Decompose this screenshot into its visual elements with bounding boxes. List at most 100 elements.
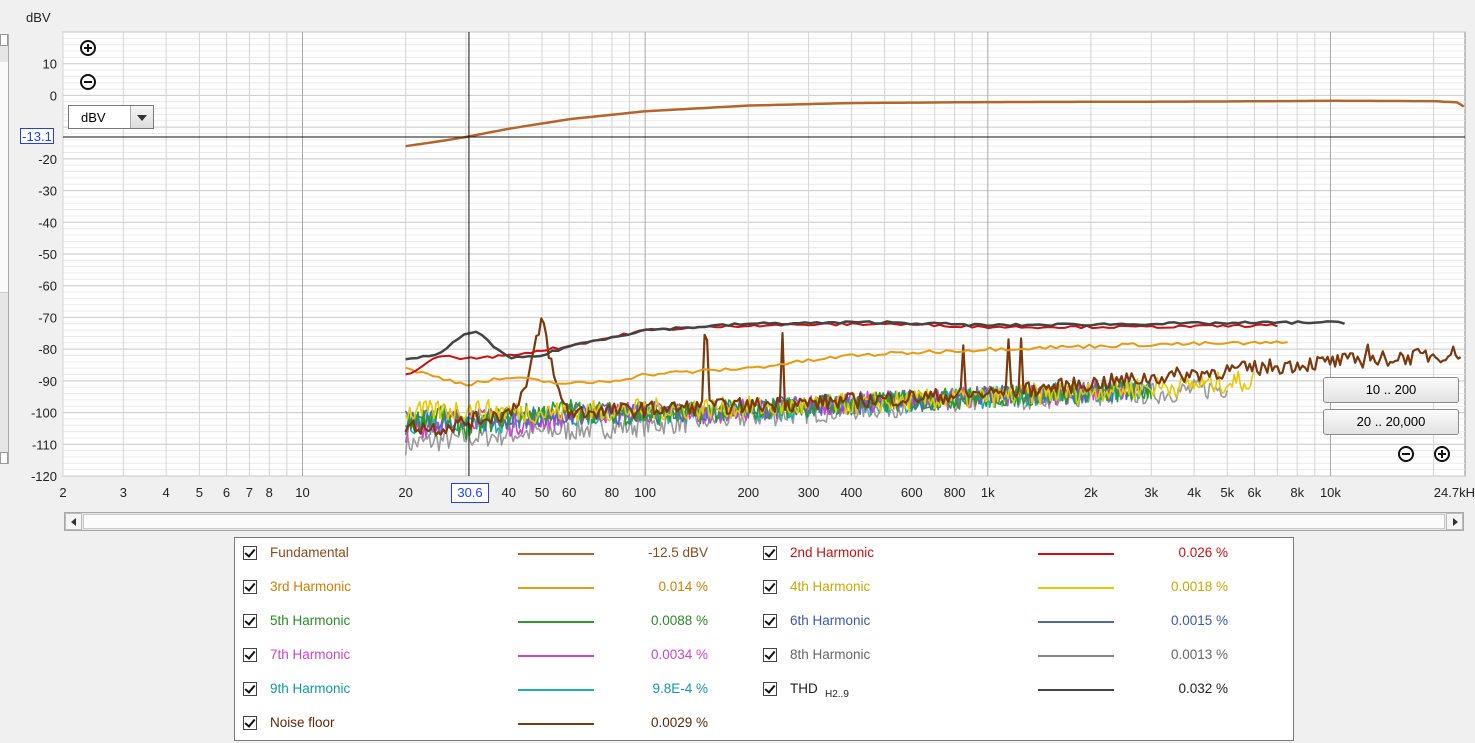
y-tick-label: -100 xyxy=(31,406,57,421)
legend-item-value: 0.0088 % xyxy=(650,613,708,628)
legend-item-name: 4th Harmonic xyxy=(790,579,871,594)
legend-item: 4th Harmonic 0.0018 % xyxy=(763,578,1283,602)
legend-swatch-line xyxy=(518,723,594,725)
legend-swatch-line xyxy=(1038,553,1114,555)
legend-item-name: 8th Harmonic xyxy=(790,647,871,662)
y-tick-label: -50 xyxy=(38,247,57,262)
x-tick-label: 800 xyxy=(944,485,966,500)
zoom-in-icon[interactable] xyxy=(80,40,96,56)
legend-item-value: 0.014 % xyxy=(658,579,708,594)
legend-item-value: 9.8E-4 % xyxy=(652,681,708,696)
legend-item-name: 3rd Harmonic xyxy=(270,579,352,594)
y-tick-label: -90 xyxy=(38,374,57,389)
legend-item: 2nd Harmonic 0.026 % xyxy=(763,544,1283,568)
range-20-20000-button[interactable]: 20 .. 20,000 xyxy=(1323,409,1459,435)
x-tick-label: 80 xyxy=(605,485,619,500)
y-tick-label: -60 xyxy=(38,279,57,294)
legend-checkbox[interactable] xyxy=(763,682,777,696)
x-tick-label: 200 xyxy=(737,485,759,500)
x-tick-label: 400 xyxy=(841,485,863,500)
distortion-chart[interactable]: 100-20-30-40-50-60-70-80-90-100-110-120d… xyxy=(0,0,1475,510)
y-tick-label: -80 xyxy=(38,342,57,357)
legend-checkbox[interactable] xyxy=(243,648,257,662)
x-tick-label: 4 xyxy=(163,485,170,500)
series-line-fundamental xyxy=(405,99,1465,148)
horizontal-scrollbar[interactable] xyxy=(64,512,1464,531)
legend-checkbox[interactable] xyxy=(243,546,257,560)
legend-item-value: 0.0029 % xyxy=(650,715,708,730)
legend-swatch-line xyxy=(518,655,594,657)
x-tick-label: 2k xyxy=(1084,485,1098,500)
legend-item-name: 5th Harmonic xyxy=(270,613,351,628)
left-panel-scroll-area[interactable] xyxy=(0,62,8,293)
cursor-x-readout: 30.6 xyxy=(451,483,489,503)
x-tick-label: 24.7kH xyxy=(1434,485,1475,500)
legend-item: 8th Harmonic 0.0013 % xyxy=(763,646,1283,670)
x-tick-label: 8k xyxy=(1290,485,1304,500)
legend-item-value: 0.026 % xyxy=(1178,545,1228,560)
y-unit-select[interactable]: dBV xyxy=(68,105,154,129)
legend-swatch-line xyxy=(518,689,594,691)
y-unit-select-value: dBV xyxy=(81,110,106,125)
legend-swatch-line xyxy=(1038,689,1114,691)
x-tick-label: 10k xyxy=(1320,485,1341,500)
y-tick-label: 0 xyxy=(50,88,57,103)
legend-item: 7th Harmonic 0.0034 % xyxy=(243,646,763,670)
legend-item-name: 9th Harmonic xyxy=(270,681,351,696)
legend-swatch-line xyxy=(518,621,594,623)
x-tick-label: 8 xyxy=(266,485,273,500)
y-tick-label: -120 xyxy=(31,469,57,484)
legend-item: 6th Harmonic 0.0015 % xyxy=(763,612,1283,636)
x-tick-label: 60 xyxy=(562,485,576,500)
zoom-out-icon-x[interactable] xyxy=(1398,446,1414,462)
legend-item: 9th Harmonic 9.8E-4 % xyxy=(243,680,763,704)
zoom-out-icon[interactable] xyxy=(80,74,96,90)
y-axis-unit-label: dBV xyxy=(26,10,51,25)
range-10-200-button[interactable]: 10 .. 200 xyxy=(1323,377,1459,403)
left-panel-edge xyxy=(0,34,9,464)
scroll-right-icon[interactable] xyxy=(1446,513,1463,530)
x-tick-label: 10 xyxy=(295,485,309,500)
legend-swatch-line xyxy=(518,587,594,589)
x-tick-label: 40 xyxy=(502,485,516,500)
x-tick-label: 50 xyxy=(535,485,549,500)
legend-checkbox[interactable] xyxy=(243,580,257,594)
x-tick-label: 4k xyxy=(1187,485,1201,500)
left-panel-tab-bottom[interactable] xyxy=(0,452,8,464)
legend-checkbox[interactable] xyxy=(763,580,777,594)
legend-checkbox[interactable] xyxy=(243,716,257,730)
x-tick-label: 5k xyxy=(1220,485,1234,500)
cursor-y-readout: -13.1 xyxy=(20,128,54,144)
y-tick-label: -30 xyxy=(38,184,57,199)
left-panel-tab-top[interactable] xyxy=(0,34,8,46)
legend-item-subscript: H2..9 xyxy=(825,689,849,700)
legend-swatch-line xyxy=(518,553,594,555)
y-tick-label: -70 xyxy=(38,310,57,325)
zoom-in-icon-x[interactable] xyxy=(1434,446,1450,462)
x-tick-label: 1k xyxy=(981,485,995,500)
legend-item: THD H2..9 0.032 % xyxy=(763,680,1283,704)
x-tick-label: 3 xyxy=(120,485,127,500)
legend-item: 3rd Harmonic 0.014 % xyxy=(243,578,763,602)
legend-checkbox[interactable] xyxy=(763,648,777,662)
y-tick-label: 10 xyxy=(43,57,57,72)
legend-item-value: 0.0015 % xyxy=(1170,613,1228,628)
legend-swatch-line xyxy=(1038,655,1114,657)
legend-item-value: 0.0013 % xyxy=(1170,647,1228,662)
legend-checkbox[interactable] xyxy=(763,614,777,628)
legend-item: 5th Harmonic 0.0088 % xyxy=(243,612,763,636)
y-tick-label: -110 xyxy=(32,437,57,452)
legend-checkbox[interactable] xyxy=(763,546,777,560)
legend-item-name: Fundamental xyxy=(270,545,349,560)
legend-item: Fundamental -12.5 dBV xyxy=(243,544,763,568)
legend-item-value: 0.0018 % xyxy=(1170,579,1228,594)
legend-swatch-line xyxy=(1038,621,1114,623)
legend-item-name: Noise floor xyxy=(270,715,335,730)
scroll-left-icon[interactable] xyxy=(65,513,82,530)
legend-checkbox[interactable] xyxy=(243,614,257,628)
scroll-thumb[interactable] xyxy=(83,514,1445,529)
chevron-down-icon[interactable] xyxy=(130,106,153,128)
legend-item-value: 0.032 % xyxy=(1178,681,1228,696)
x-tick-label: 2 xyxy=(59,485,66,500)
legend-checkbox[interactable] xyxy=(243,682,257,696)
